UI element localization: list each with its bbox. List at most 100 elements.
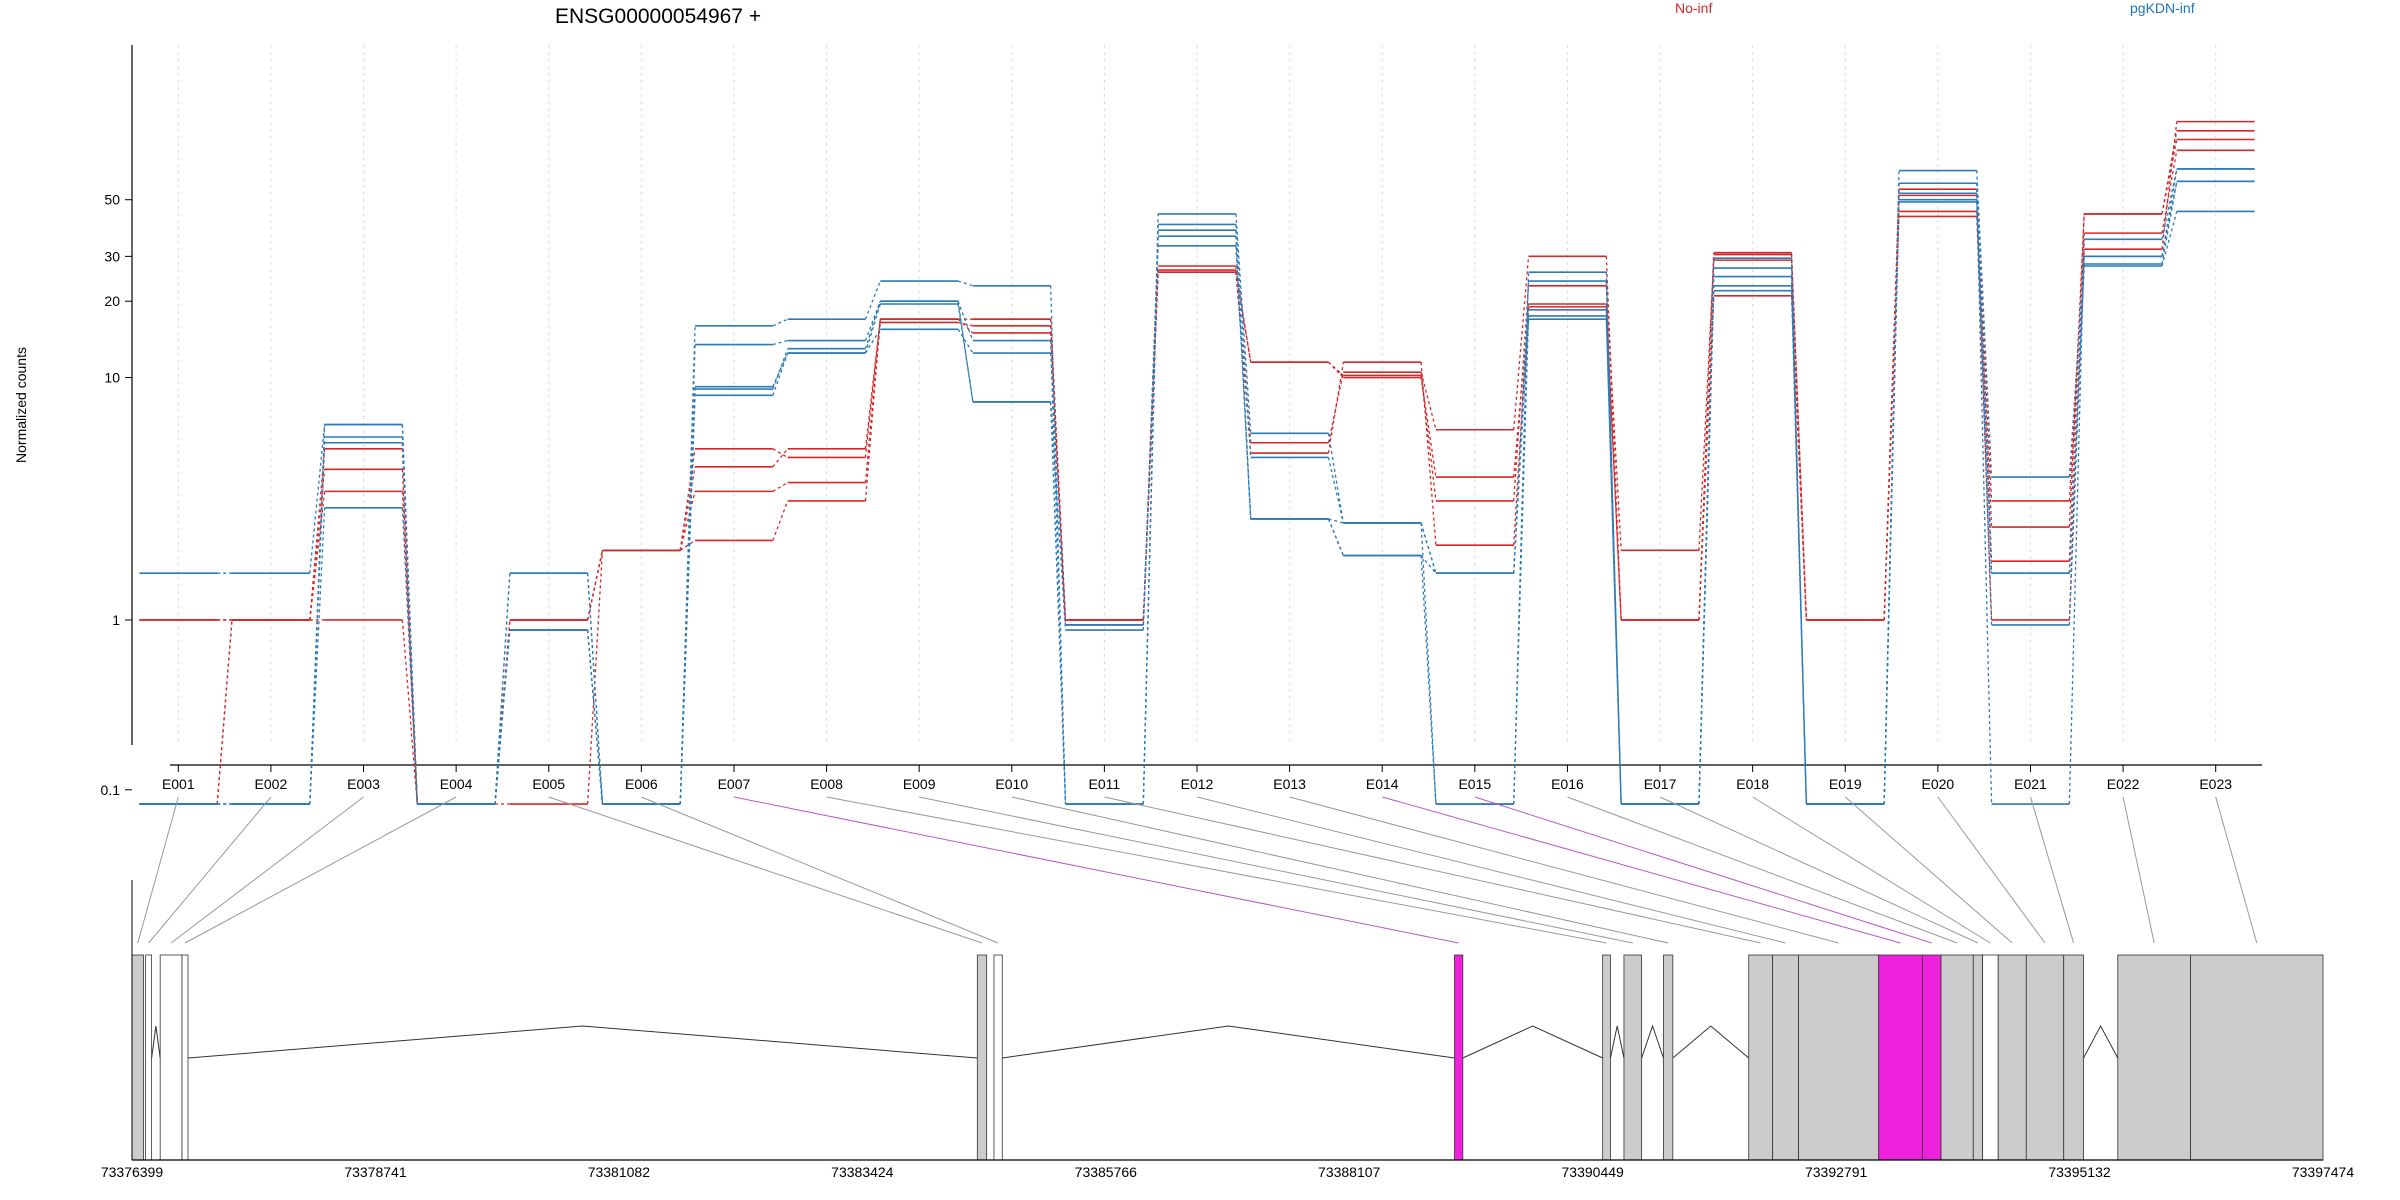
x-tick-label-E010: E010 — [995, 776, 1028, 792]
x-tick-label-E018: E018 — [1736, 776, 1769, 792]
y-tick-label-1: 1 — [112, 612, 120, 628]
connector-E001 — [137, 796, 179, 944]
x-tick-label-E022: E022 — [2107, 776, 2140, 792]
connector-E015 — [1474, 796, 1932, 944]
exon-E007 — [1454, 954, 1464, 1161]
exon-E021 — [2063, 954, 2084, 1161]
x-tick-label-E001: E001 — [162, 776, 195, 792]
exon-E013 — [1798, 954, 1880, 1161]
exon-E015 — [1921, 954, 1942, 1161]
exon-E023 — [2190, 954, 2324, 1161]
x-tick-label-E015: E015 — [1458, 776, 1491, 792]
connector-E019 — [1844, 796, 2013, 944]
connector-E023 — [2215, 796, 2258, 944]
exon-E001 — [131, 954, 144, 1161]
connector-E002 — [148, 796, 272, 944]
exon-tick-labels: E001 E002 E003 E004 E005 E006 E007 E008 E009 E010… — [162, 765, 2232, 792]
series-9-connectors — [217, 181, 2178, 805]
genomic-tick-label-6: 73390449 — [1562, 1164, 1625, 1180]
chart-title: ENSG00000054967 + — [555, 5, 761, 28]
connector-E022 — [2122, 796, 2155, 944]
exon-E018 — [1982, 954, 1999, 1161]
connector-E011 — [1104, 796, 1761, 944]
x-tick-label-E012: E012 — [1181, 776, 1214, 792]
genomic-tick-label-4: 73385766 — [1075, 1164, 1138, 1180]
connector-E017 — [1659, 796, 1979, 944]
x-tick-label-E006: E006 — [625, 776, 658, 792]
series-4-connectors — [216, 121, 2178, 805]
x-tick-label-E011: E011 — [1089, 776, 1121, 792]
genomic-tick-label-8: 73395132 — [2048, 1164, 2111, 1180]
connector-E004 — [184, 796, 457, 944]
x-tick-label-E020: E020 — [1922, 776, 1955, 792]
intron-21 — [2083, 1024, 2119, 1059]
connector-E009 — [919, 796, 1633, 944]
y-tick-label-5: 50 — [104, 192, 120, 208]
genomic-coordinate-labels: 73376399 73378741 73381082 73383424 73385766… — [101, 880, 2355, 1180]
genomic-tick-label-3: 73383424 — [831, 1164, 894, 1180]
intron-2 — [151, 1025, 161, 1059]
x-tick-label-E016: E016 — [1551, 776, 1584, 792]
exon-E017 — [1972, 954, 1984, 1161]
intron-10 — [1672, 1025, 1750, 1059]
y-tick-label-0: 0.1 — [101, 782, 121, 798]
y-tick-label-4: 30 — [104, 248, 120, 264]
legend-no-inf: No-inf — [1675, 0, 1712, 16]
exon-E008 — [1602, 954, 1611, 1161]
genomic-tick-label-9: 73397474 — [2292, 1164, 2355, 1180]
connector-E014 — [1382, 796, 1901, 944]
connector-E008 — [826, 796, 1607, 944]
genomic-tick-label-7: 73392791 — [1805, 1164, 1868, 1180]
connector-E021 — [2029, 796, 2075, 944]
x-tick-label-E003: E003 — [347, 776, 380, 792]
exon-E006 — [993, 954, 1003, 1161]
exon-E019 — [1997, 954, 2027, 1161]
x-tick-label-E019: E019 — [1829, 776, 1862, 792]
series-9 — [139, 180, 2255, 805]
x-tick-label-E009: E009 — [903, 776, 936, 792]
x-tick-label-E002: E002 — [255, 776, 288, 792]
connector-E013 — [1289, 796, 1839, 944]
exon-E010 — [1663, 954, 1674, 1161]
intron-7 — [1462, 1025, 1603, 1059]
y-axis-label: Normalized counts — [13, 347, 29, 463]
connector-E016 — [1567, 796, 1958, 944]
exon-E011 — [1748, 954, 1774, 1161]
genomic-tick-label-5: 73388107 — [1318, 1164, 1381, 1180]
x-tick-label-E023: E023 — [2199, 776, 2232, 792]
x-tick-label-E014: E014 — [1366, 776, 1399, 792]
x-tick-label-E013: E013 — [1273, 776, 1306, 792]
exon-connector-lines — [137, 796, 2258, 944]
connector-E012 — [1196, 796, 1786, 944]
series-9-segments — [139, 180, 2255, 805]
intron-4 — [187, 1025, 978, 1059]
exon-E002 — [145, 954, 153, 1161]
connector-E020 — [1937, 796, 2046, 944]
legend-pgkdn-inf: pgKDN-inf — [2130, 0, 2195, 16]
connector-E018 — [1752, 796, 1991, 944]
genomic-tick-label-1: 73378741 — [344, 1164, 407, 1180]
exon-E003 — [159, 954, 183, 1161]
intron-9 — [1641, 1024, 1664, 1059]
exon-E004 — [181, 954, 189, 1161]
connector-E003 — [170, 796, 364, 944]
exon-E005 — [976, 954, 988, 1161]
connector-E010 — [1011, 796, 1669, 944]
exon-E009 — [1623, 954, 1643, 1161]
series-lines — [139, 120, 2255, 805]
gene-model — [131, 954, 2324, 1161]
connector-E006 — [641, 796, 999, 944]
exon-E012 — [1772, 954, 1800, 1161]
exon-E022 — [2117, 954, 2191, 1161]
x-tick-label-E005: E005 — [532, 776, 565, 792]
intron-8 — [1609, 1025, 1625, 1059]
x-tick-label-E017: E017 — [1644, 776, 1677, 792]
grid-lines — [177, 45, 2217, 745]
exon-E014 — [1878, 954, 1923, 1161]
intron-6 — [1002, 1025, 1455, 1059]
x-tick-label-E007: E007 — [718, 776, 751, 792]
exon-E020 — [2025, 954, 2065, 1161]
axes: 0.1 1 10 20 30 50 — [101, 45, 2262, 798]
x-tick-label-E021: E021 — [2014, 776, 2047, 792]
